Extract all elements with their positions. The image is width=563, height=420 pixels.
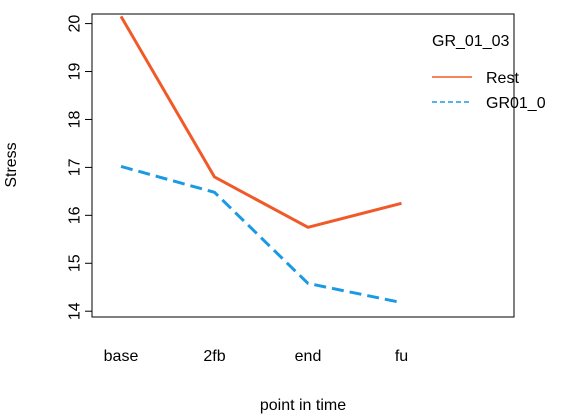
x-tick-label-fu: fu [395, 348, 408, 365]
legend-entry-rest: Rest [486, 70, 519, 87]
legend: GR_01_03 Rest GR01_0 [432, 33, 546, 112]
y-axis: 14 15 16 17 18 19 20 [67, 15, 92, 320]
x-tick-label-base: base [104, 348, 139, 365]
legend-title: GR_01_03 [432, 33, 509, 50]
y-tick-label-15: 15 [67, 254, 84, 272]
plot-frame [91, 13, 515, 318]
x-tick-label-2fb: 2fb [203, 348, 225, 365]
y-axis-label: Stress [3, 142, 20, 187]
x-tick-label-end: end [295, 348, 322, 365]
x-axis-label: point in time [260, 397, 346, 414]
y-tick-label-17: 17 [67, 158, 84, 176]
x-axis: base 2fb end fu [104, 348, 409, 365]
y-tick-label-19: 19 [67, 63, 84, 81]
y-tick-label-16: 16 [67, 206, 84, 224]
y-tick-label-14: 14 [67, 302, 84, 320]
y-tick-label-18: 18 [67, 110, 84, 128]
series-line-gr01-0 [120, 164, 402, 305]
legend-entry-gr01-0: GR01_0 [486, 95, 546, 112]
series-layer [119, 15, 402, 305]
y-tick-label-20: 20 [67, 15, 84, 33]
series-line-rest [119, 15, 402, 229]
